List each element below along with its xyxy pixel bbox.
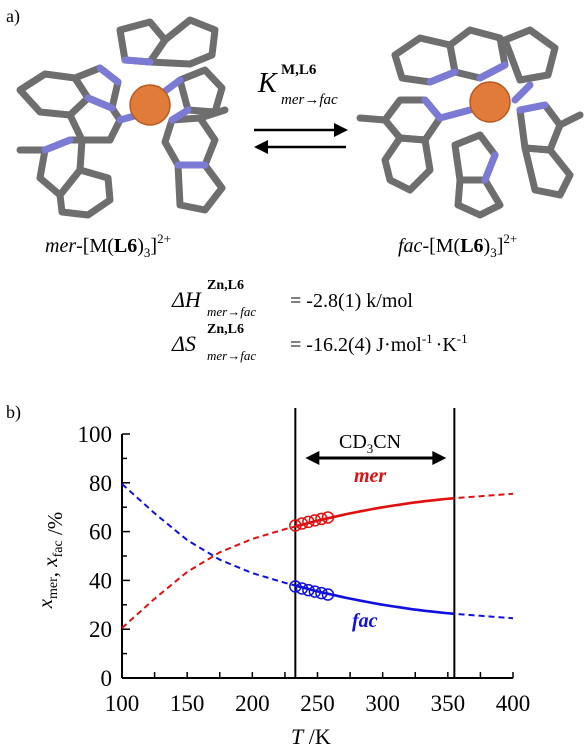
series-mer-point [302,515,315,529]
series-layer [121,483,514,629]
enthalpy-equation: ΔH Zn,L6 mer→fac = -2.8(1) k/mol [171,278,413,319]
y-tick-label: 40 [89,568,112,593]
svg-text:ΔH: ΔH [171,287,202,312]
series-fac-point [308,585,322,598]
x-tick-label: 300 [365,691,400,716]
svg-text:= -2.8(1) k/mol: = -2.8(1) k/mol [290,290,413,312]
solvent-range-arrow [305,451,447,465]
panel-b-label: b) [6,402,21,423]
series-fac-point [289,580,302,593]
svg-text:mer→fac: mer→fac [207,348,256,363]
fac-complex-label: fac-[M(L6)3]2+ [398,231,517,260]
k-superscript: M,L6 [281,62,317,78]
x-tick-label: 100 [105,691,140,716]
entropy-equation: ΔS Zn,L6 mer→fac = -16.2(4) J·mol-1 ·K-1 [171,322,468,363]
series-mer-point [295,517,309,530]
y-axis-ticks: 0 20 40 60 80 100 [78,422,130,691]
k-subscript: mer→fac [281,92,338,108]
series-label-fac: fac [352,610,378,632]
equilibrium-constant: K M,L6 mer→fac [257,62,338,108]
y-tick-label: 80 [89,471,112,496]
series-fac-point [315,586,328,600]
mer-metal-ion [129,84,171,126]
equilibrium-arrows [254,123,348,154]
series-mer-point [315,512,328,526]
mer-complex-label: mer-[M(L6)3]2+ [45,231,171,260]
svg-text:mer→fac: mer→fac [207,304,256,319]
solvent-label: CD3CN [339,431,401,456]
svg-text:Zn,L6: Zn,L6 [207,322,244,337]
y-axis-label: xmer, xfac /% [33,512,67,610]
svg-text:= -16.2(4) J·mol-1·K-1: = -16.2(4) J·mol-1 ·K-1 [290,331,468,356]
x-tick-label: 250 [300,691,335,716]
x-tick-label: 400 [496,691,531,716]
temperature-chart: 0 20 40 60 80 100 100 150 200 250 300 350 400 [78,408,531,716]
svg-text:Zn,L6: Zn,L6 [207,278,244,293]
x-axis-label: T /K [291,724,331,749]
panel-a-label: a) [6,6,20,27]
y-tick-label: 100 [78,422,113,447]
series-mer-point [308,514,322,527]
series-fac-point [321,588,335,601]
series-fac-point [295,582,309,595]
mer-complex-structure [16,16,229,219]
x-tick-label: 350 [431,691,466,716]
x-tick-label: 150 [170,691,205,716]
y-tick-label: 60 [89,520,112,545]
series-label-mer: mer [354,465,386,487]
x-axis-ticks: 100 150 200 250 300 350 400 [105,672,531,716]
series-fac-point [302,583,315,597]
fac-metal-ion [469,81,511,123]
y-tick-label: 20 [89,617,112,642]
x-tick-label: 200 [235,691,270,716]
solvent-window-lines [294,408,456,678]
svg-text:ΔS: ΔS [171,331,196,356]
series-mer-point [321,511,335,524]
y-tick-label: 0 [101,666,113,691]
series-mer-model-solid [294,496,455,528]
solvent-range-arrowhead-right [432,451,447,465]
series-mer-point [289,519,302,532]
fac-complex-structure [356,26,584,219]
solvent-range-arrowhead-left [305,451,320,465]
k-symbol: K [257,68,278,99]
